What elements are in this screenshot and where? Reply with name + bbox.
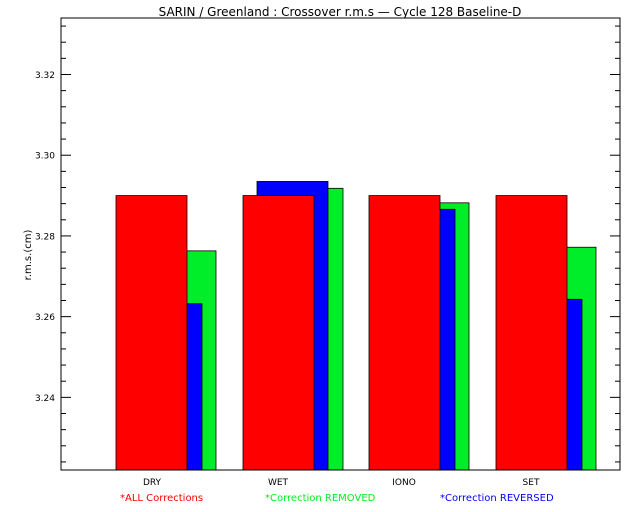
y-tick-label: 3.26 [35,313,55,323]
legend-entry-correction-removed: *Correction REMOVED [265,493,376,504]
y-axis-ticks: 3.24 3.26 3.28 3.30 3.32 [35,25,620,463]
bar-set-correction-reversed [565,298,583,471]
y-tick-label: 3.32 [35,71,55,81]
y-tick-label: 3.30 [35,152,55,162]
y-tick-label: 3.24 [35,394,55,404]
chart-title: SARIN / Greenland : Crossover r.m.s — Cy… [159,5,522,19]
bar-wet-all-corrections [242,195,315,471]
bar-iono-all-corrections [368,195,441,471]
bar-dry-correction-reversed [185,303,203,471]
x-tick-label-iono: IONO [392,478,416,488]
x-axis-labels: DRY WET IONO SET [143,478,540,488]
bar-set-all-corrections [495,195,568,471]
bar-iono-correction-reversed [438,208,456,471]
bars-group [115,181,597,471]
y-axis-label: r.m.s.(cm) [23,230,34,281]
legend-entry-correction-reversed: *Correction REVERSED [440,493,554,504]
x-tick-label-set: SET [523,478,540,488]
bar-dry-all-corrections [115,195,188,471]
legend: *ALL Corrections *Correction REMOVED *Corr… [120,493,554,504]
plot-frame [60,17,621,471]
legend-entry-all-corrections: *ALL Corrections [120,493,203,504]
x-tick-label-dry: DRY [143,478,162,488]
y-tick-label: 3.28 [35,232,55,242]
x-tick-label-wet: WET [268,478,289,488]
